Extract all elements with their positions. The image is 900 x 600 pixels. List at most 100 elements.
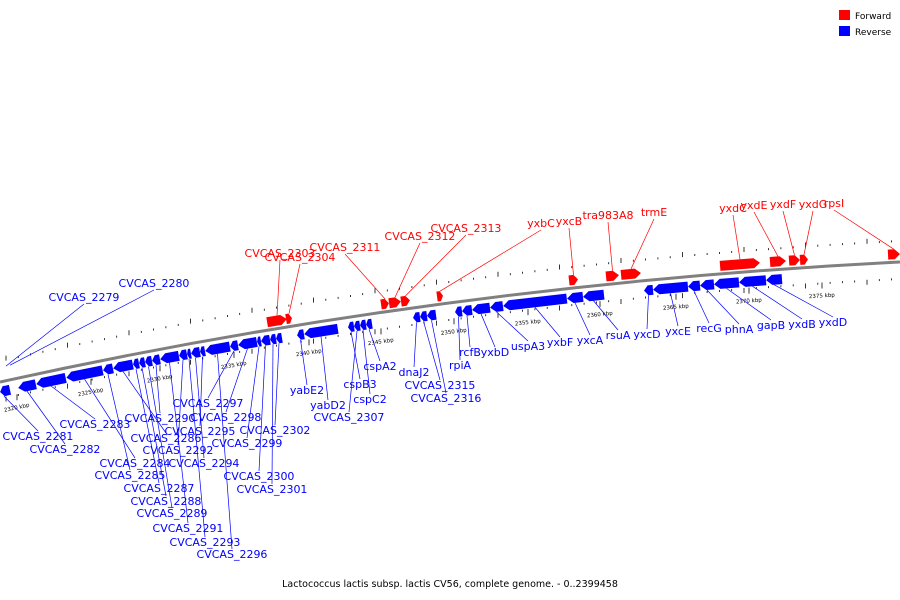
gene-arrow-yxdB xyxy=(739,275,767,287)
gene-label-CVCAS_2297: CVCAS_2297 xyxy=(173,397,244,410)
gene-arrow-CVCAS_2316 xyxy=(427,309,437,321)
kbp-tick-label: 2320 kbp xyxy=(3,403,30,414)
gene-arrow-CVCAS_2302 xyxy=(276,332,283,344)
gene-arrow-yxcD xyxy=(644,284,654,296)
gene-arrow-CVCAS_2292 xyxy=(179,349,188,361)
gene-arrow-yxcA xyxy=(567,291,584,303)
gene-label-CVCAS_2311: CVCAS_2311 xyxy=(310,241,381,254)
kbp-tick-label: 2365 kbp xyxy=(663,303,690,311)
gene-arrow-yabD2 xyxy=(304,323,339,339)
leader-line-gapB xyxy=(726,288,772,321)
gene-arrow-yxbF xyxy=(503,293,568,311)
leader-line-CVCAS_2283 xyxy=(50,385,96,420)
gene-arrow-CVCAS_2293 xyxy=(187,348,192,359)
gene-label-CVCAS_2290: CVCAS_2290 xyxy=(125,412,196,425)
leader-line-CVCAS_2285 xyxy=(107,374,131,471)
gene-label-CVCAS_2301: CVCAS_2301 xyxy=(237,483,308,496)
gene-arrow-rcfB xyxy=(462,305,473,316)
kbp-tick-label: 2370 kbp xyxy=(736,298,763,306)
leader-line-CVCAS_2280 xyxy=(9,289,155,366)
gene-arrow-phnA xyxy=(700,279,715,291)
gene-arrow-CVCAS_2311 xyxy=(380,298,389,310)
gene-arrow-yxbC xyxy=(436,291,443,302)
gene-label-CVCAS_2282: CVCAS_2282 xyxy=(30,443,101,456)
gene-arrow-cspC2 xyxy=(360,319,367,331)
gene-arrow-yxdG xyxy=(799,254,808,265)
gene-label-CVCAS_2285: CVCAS_2285 xyxy=(95,469,166,482)
gene-label-CVCAS_2279: CVCAS_2279 xyxy=(49,291,120,304)
gene-arrow-CVCAS_2313 xyxy=(400,295,410,307)
gene-arrow-CVCAS_2288 xyxy=(139,357,146,368)
gene-label-CVCAS_2287: CVCAS_2287 xyxy=(124,482,195,495)
tick-marks: 2320 kbp 2325 kbp 2330 kbp 2335 kbp 2340 kbp… xyxy=(3,238,892,414)
gene-label-uspA3: uspA3 xyxy=(511,340,545,353)
leader-line-CVCAS_2315 xyxy=(423,321,441,381)
gene-arrow-yxdD xyxy=(766,274,783,285)
leader-line-CVCAS_2313 xyxy=(405,234,467,297)
gene-label-CVCAS_2316: CVCAS_2316 xyxy=(411,392,482,405)
gene-label-yabD2: yabD2 xyxy=(310,399,346,412)
gene-label-yxbF: yxbF xyxy=(547,336,573,349)
leader-line-CVCAS_2288 xyxy=(141,367,167,497)
leader-line-CVCAS_2304 xyxy=(288,263,301,314)
gene-arrow-yxbD xyxy=(472,302,491,315)
gene-label-yxbD: yxbD xyxy=(481,346,509,359)
gene-arrow-CVCAS_2285 xyxy=(103,363,114,375)
leader-line-rsuA xyxy=(593,300,619,331)
leader-line-CVCAS_2294 xyxy=(195,357,205,459)
gene-label-yxcA: yxcA xyxy=(577,334,604,347)
leader-line-yxdD xyxy=(773,284,834,318)
gene-arrow-CVCAS_2294 xyxy=(191,347,201,358)
leader-line-yxcE xyxy=(670,293,679,327)
gene-label-CVCAS_2288: CVCAS_2288 xyxy=(131,495,202,508)
gene-label-trmE: trmE xyxy=(641,206,667,219)
leader-line-CVCAS_2300 xyxy=(258,345,266,472)
kbp-tick-label: 2375 kbp xyxy=(809,293,836,301)
leader-line-CVCAS_2281 xyxy=(3,395,39,432)
gene-label-phnA: phnA xyxy=(725,323,754,336)
legend-reverse-label: Reverse xyxy=(855,28,892,38)
leader-line-yxbF xyxy=(534,307,561,338)
leader-line-cspB3 xyxy=(350,331,361,380)
gene-label-yxdF: yxdF xyxy=(770,198,796,211)
leader-line-CVCAS_2316 xyxy=(431,320,447,394)
genome-backbone xyxy=(0,260,900,384)
gene-arrow-CVCAS_2296 xyxy=(205,341,231,355)
gene-label-CVCAS_2286: CVCAS_2286 xyxy=(131,432,202,445)
gene-arrow-CVCAS_2300 xyxy=(261,334,271,346)
legend: Forward Reverse xyxy=(839,10,892,38)
leader-line-yabE2 xyxy=(300,339,308,386)
gene-arrow-CVCAS_2283 xyxy=(36,373,67,388)
gene-arrow-yxdC xyxy=(719,258,760,271)
legend-forward-swatch xyxy=(839,10,850,20)
leader-line-yxdG xyxy=(803,210,814,255)
leader-line-yxcB xyxy=(568,227,574,275)
gene-arrow-CVCAS_2304 xyxy=(285,313,292,325)
leader-line-cspA2 xyxy=(368,329,381,362)
gene-label-cspC2: cspC2 xyxy=(353,393,386,406)
leader-line-CVCAS_2284 xyxy=(84,378,136,459)
gene-arrow-CVCAS_2295 xyxy=(200,346,206,357)
gene-label-CVCAS_2312: CVCAS_2312 xyxy=(385,230,456,243)
kbp-tick-label: 2360 kbp xyxy=(587,311,614,320)
gene-label-rsuA: rsuA xyxy=(606,329,631,342)
gene-label-CVCAS_2289: CVCAS_2289 xyxy=(137,507,208,520)
gene-arrow-CVCAS_2301 xyxy=(270,333,277,345)
gene-label-CVCAS_2304: CVCAS_2304 xyxy=(265,251,336,264)
gene-label-CVCAS_2313: CVCAS_2313 xyxy=(431,222,502,235)
gene-label-yxcD: yxcD xyxy=(633,328,660,341)
gene-arrow-gapB xyxy=(714,277,740,289)
leader-line-CVCAS_2296 xyxy=(217,353,233,550)
legend-reverse-swatch xyxy=(839,26,850,36)
leader-line-yxcA xyxy=(574,302,591,336)
leader-line-phnA xyxy=(706,289,740,325)
leader-line-uspA3 xyxy=(496,311,529,342)
gene-label-CVCAS_2295: CVCAS_2295 xyxy=(165,425,236,438)
gene-label-CVCAS_2281: CVCAS_2281 xyxy=(3,430,74,443)
leader-line-rcfB xyxy=(466,315,471,348)
gene-label-CVCAS_2291: CVCAS_2291 xyxy=(153,522,224,535)
leader-line-yxdB xyxy=(752,286,803,320)
gene-label-CVCAS_2294: CVCAS_2294 xyxy=(169,457,240,470)
gene-arrow-CVCAS_2307 xyxy=(354,320,361,331)
gene-arrow-CVCAS_2303 xyxy=(266,315,287,328)
